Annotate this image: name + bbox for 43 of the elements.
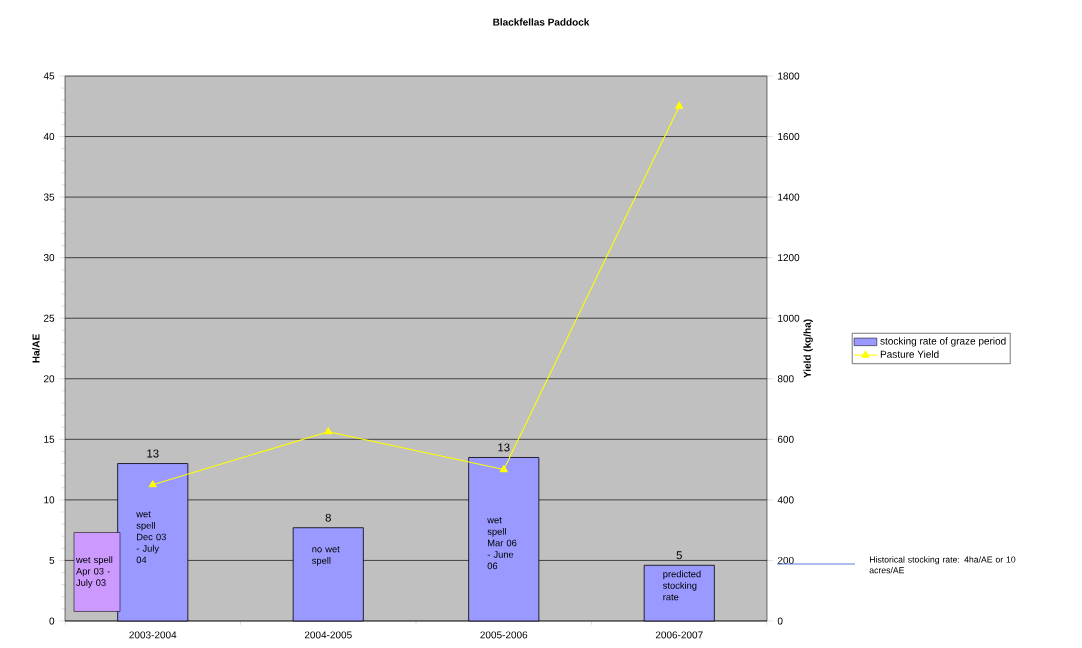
point [499,465,508,473]
y2-tick-label: 1400 [778,193,800,201]
y-tick-label: 10 [44,496,55,504]
y2-tick-label: 800 [777,375,794,383]
y-tick-label: 40 [43,133,55,141]
y-tick-label: 25 [43,314,55,322]
point [324,427,333,435]
y-tick-label: 30 [43,254,55,262]
x-tick-label: 2005-2006 [480,631,528,639]
data-label: 8 [325,513,331,522]
data-label: 13 [147,449,159,458]
y-tick-label: 0 [49,617,55,625]
annotation: wet spell Dec 03 - July 04 [136,511,166,564]
y2-tick-label: 1600 [778,133,800,141]
annotation: wet spell Apr 03 - July 03 [75,556,113,588]
x-tick-label: 2003-2004 [129,631,177,639]
x-tick-label: 2006-2007 [655,631,703,639]
text: Historical stocking rate: 4ha/AE or 10 acres/AE [869,556,1016,574]
y2-tick-label: 200 [777,556,794,564]
legend-label: stocking rate of graze period [880,337,1006,347]
point [675,101,684,109]
legend-label: Pasture Yield [880,350,939,358]
y-tick-label: 15 [44,435,55,443]
y-tick-label: 35 [43,193,55,201]
y2-axis-title: Yield (kg/ha) [803,319,813,378]
annotation: wet spell Mar 06 - June 06 [487,517,517,570]
y2-tick-label: 600 [777,435,794,443]
y2-tick-label: 0 [777,617,783,625]
y-axis-title: Ha/AE [32,334,40,363]
y2-tick-label: 1200 [778,254,800,262]
point [148,480,157,488]
y-tick-label: 5 [49,556,55,564]
y2-tick-label: 400 [777,496,794,504]
annotation: predicted stocking rate [663,570,701,601]
y-tick-label: 20 [43,375,55,383]
y-tick-label: 45 [43,72,55,80]
y2-tick-label: 1800 [778,72,800,80]
chart-title: Blackfellas Paddock [493,18,590,26]
annotation: no wet spell [312,546,340,566]
x-tick-label: 2004-2005 [304,631,352,639]
y2-tick-label: 1000 [778,314,800,322]
data-label: 13 [498,443,510,452]
data-label: 5 [676,551,682,560]
